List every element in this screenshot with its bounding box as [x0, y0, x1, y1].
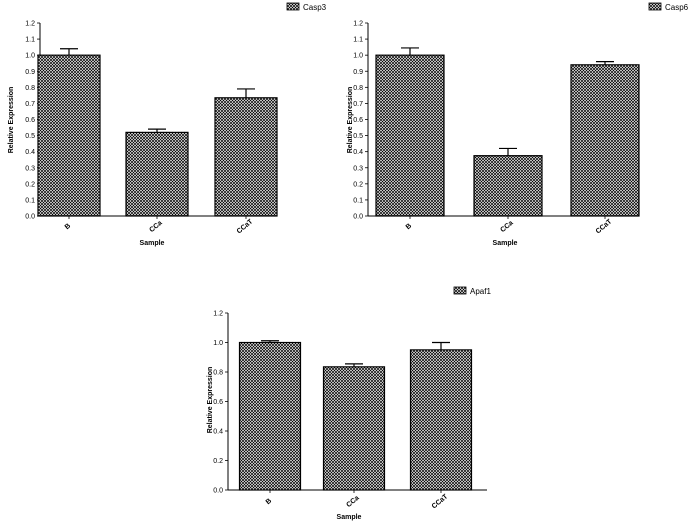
bar	[375, 54, 445, 217]
y-tick-label: 0.4	[25, 149, 35, 156]
y-tick-label: 1.0	[213, 340, 223, 347]
y-tick-label: 0.7	[353, 101, 363, 108]
y-axis-title: Relative Expression	[207, 367, 214, 434]
y-tick-label: 1.1	[25, 37, 35, 44]
y-tick-label: 0.0	[25, 214, 35, 221]
x-tick-label: CCaT	[236, 218, 255, 236]
x-axis-title: Sample	[493, 240, 518, 247]
y-tick-label: 0.5	[25, 133, 35, 140]
legend-label: Casp3	[303, 3, 327, 12]
y-tick-label: 0.5	[353, 133, 363, 140]
x-tick-label: B	[405, 223, 413, 232]
bar	[473, 155, 543, 217]
x-axis-title: Sample	[140, 240, 165, 247]
legend-swatch	[286, 2, 300, 11]
bar	[322, 366, 386, 491]
y-tick-label: 0.1	[353, 197, 363, 204]
y-tick-label: 0.9	[353, 69, 363, 76]
y-tick-label: 1.0	[353, 53, 363, 60]
x-tick-label: CCa	[148, 220, 163, 234]
y-tick-label: 1.0	[25, 53, 35, 60]
x-tick-label: CCa	[499, 220, 514, 234]
y-tick-label: 0.4	[353, 149, 363, 156]
y-tick-label: 0.6	[25, 117, 35, 124]
y-axis-title: Relative Expression	[347, 87, 354, 154]
y-tick-label: 1.2	[25, 21, 35, 28]
y-axis-title: Relative Expression	[8, 87, 15, 154]
x-tick-label: CCa	[345, 495, 360, 509]
y-tick-label: 0.8	[353, 85, 363, 92]
y-tick-label: 0.2	[213, 458, 223, 465]
y-tick-label: 0.9	[25, 69, 35, 76]
bar	[37, 54, 101, 217]
bar	[409, 349, 473, 491]
x-tick-label: B	[265, 498, 273, 507]
y-tick-label: 0.0	[353, 214, 363, 221]
bar	[238, 341, 302, 491]
apaf1-chart: 0.0 0.2 0.4 0.6 0.8 1.0 1.2 B CCa CCaT Relative Ex…	[207, 286, 491, 521]
y-tick-label: 1.2	[213, 311, 223, 318]
casp6-chart: 0.0 0.1 0.2 0.3 0.4 0.5 0.6 0.7 0.8 0.9 1.0 1.1 1.2 B…	[347, 2, 689, 247]
y-tick-label: 1.2	[353, 21, 363, 28]
y-tick-label: 0.3	[353, 165, 363, 172]
y-tick-label: 0.0	[213, 488, 223, 495]
legend-label: Casp6	[665, 3, 689, 12]
y-tick-label: 0.8	[213, 370, 223, 377]
y-tick-label: 0.8	[25, 85, 35, 92]
y-tick-label: 0.7	[25, 101, 35, 108]
y-tick-label: 0.3	[25, 165, 35, 172]
y-tick-label: 0.4	[213, 429, 223, 436]
x-axis-title: Sample	[337, 514, 362, 521]
bar	[214, 97, 278, 217]
y-tick-label: 0.1	[25, 197, 35, 204]
x-tick-label: B	[64, 223, 72, 232]
x-tick-label: CCaT	[595, 218, 614, 236]
y-tick-label: 0.6	[213, 399, 223, 406]
legend-swatch	[648, 2, 662, 11]
legend-label: Apaf1	[470, 287, 491, 296]
y-tick-label: 0.2	[25, 181, 35, 188]
y-tick-label: 0.2	[353, 181, 363, 188]
y-tick-label: 1.1	[353, 37, 363, 44]
legend-swatch	[453, 286, 467, 295]
bar	[125, 131, 189, 217]
casp3-chart: 0.0 0.1 0.2 0.3 0.4 0.5 0.6 0.7 0.8 0.9 1.0 1.1 1.2 B…	[8, 2, 327, 247]
bar	[570, 64, 640, 217]
x-tick-label: CCaT	[431, 493, 450, 511]
y-tick-label: 0.6	[353, 117, 363, 124]
